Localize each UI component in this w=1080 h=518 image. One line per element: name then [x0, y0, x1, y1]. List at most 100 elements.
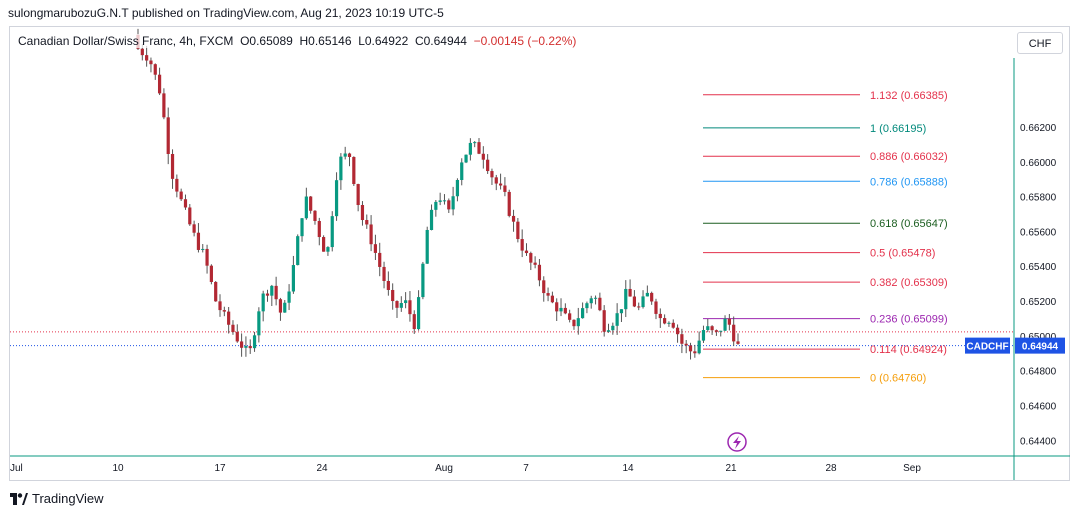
candle-body [322, 237, 326, 252]
candle-body [399, 303, 403, 308]
price-tick-label: 0.66200 [1020, 123, 1057, 134]
candle-body [710, 326, 714, 331]
candle-body [347, 153, 352, 157]
candle-body [425, 229, 429, 264]
candle-body [395, 301, 399, 308]
candle-body [524, 250, 529, 254]
candle-body [589, 298, 593, 304]
candle-body [455, 179, 460, 197]
symbol-tag-label: CADCHF [966, 342, 1008, 353]
candle-body [736, 341, 740, 344]
candle-body [196, 232, 201, 250]
candle-body [153, 64, 157, 75]
time-tick-label: 17 [214, 463, 226, 474]
candle-body [637, 306, 641, 308]
time-tick-label: 10 [112, 463, 124, 474]
time-tick-label: 21 [725, 463, 737, 474]
candle-body [227, 311, 231, 325]
candle-body [473, 142, 477, 144]
candle-body [688, 345, 693, 352]
price-tick-label: 0.64600 [1020, 402, 1057, 413]
candle-body [723, 318, 727, 331]
candle-body [166, 117, 170, 154]
candle-body [326, 247, 330, 252]
candle-body [222, 310, 226, 312]
candle-body [494, 177, 498, 184]
currency-button[interactable]: CHF [1017, 32, 1063, 54]
candle-body [628, 288, 632, 297]
candle-body [343, 153, 347, 157]
time-tick-label: Sep [903, 463, 921, 474]
candle-body [218, 301, 222, 311]
candle-body [283, 302, 287, 313]
candle-body [714, 330, 719, 332]
candle-body [684, 343, 688, 346]
candle-body [490, 171, 494, 178]
time-tick-label: 7 [523, 463, 529, 474]
candle-body [270, 285, 274, 296]
price-tick-label: 0.65200 [1020, 297, 1057, 308]
candle-body [542, 280, 546, 294]
candle-body [391, 289, 395, 302]
candle-body [593, 297, 598, 299]
candle-body [334, 180, 339, 217]
candle-body [632, 296, 637, 307]
candle-body [201, 248, 205, 250]
lightning-bolt-icon [733, 436, 741, 449]
candle-body [533, 262, 537, 265]
candle-body [447, 200, 451, 210]
last-price-label: 0.64944 [1022, 342, 1059, 353]
fib-level-label: 0.886 (0.66032) [870, 151, 948, 163]
candle-body [663, 318, 667, 324]
candle-body [265, 293, 270, 296]
time-tick-label: 14 [622, 463, 634, 474]
candle-body [188, 207, 192, 225]
fib-level-label: 0.5 (0.65478) [870, 248, 935, 260]
candle-body [416, 297, 421, 330]
last-price-tag [1015, 337, 1065, 354]
candle-body [339, 156, 343, 181]
candle-body [516, 221, 520, 240]
candle-body [693, 351, 697, 354]
candle-body [179, 191, 183, 200]
fib-level-label: 0.382 (0.65309) [870, 277, 948, 289]
candle-body [373, 244, 378, 253]
price-tick-label: 0.66000 [1020, 158, 1057, 169]
price-tick-label: 0.65600 [1020, 227, 1057, 238]
high-value: H0.65146 [299, 34, 352, 48]
tradingview-brand[interactable]: TradingView [10, 491, 104, 506]
candle-body [140, 48, 144, 56]
candle-body [278, 299, 283, 313]
candle-body [434, 201, 438, 210]
candle-body [429, 209, 434, 230]
candle-body [183, 199, 188, 208]
publish-info: sulongmarubozuG.N.T published on Trading… [8, 6, 444, 20]
candle-body [162, 93, 166, 118]
candle-body [205, 248, 209, 266]
candle-body [581, 308, 585, 319]
price-tick-label: 0.64800 [1020, 367, 1057, 378]
fib-level-label: 0 (0.64760) [870, 373, 926, 385]
candle-body [170, 153, 175, 179]
candle-body [706, 326, 710, 331]
candle-body [498, 183, 503, 186]
symbol-name: Canadian Dollar/Swiss Franc, 4h, FXCM [18, 34, 234, 48]
candle-body [619, 309, 624, 314]
time-tick-label: 28 [825, 463, 837, 474]
candle-body [606, 330, 611, 332]
brand-label: TradingView [32, 491, 104, 506]
fib-level-label: 1.132 (0.66385) [870, 90, 948, 102]
candle-body [520, 239, 524, 251]
candle-body [252, 335, 257, 349]
candle-body [360, 205, 365, 221]
candle-body [550, 295, 554, 303]
candle-body [650, 292, 654, 302]
candle-body [291, 265, 295, 292]
fib-level-label: 0.786 (0.65888) [870, 176, 948, 188]
candle-body [697, 340, 701, 354]
candle-body [313, 210, 317, 221]
candle-body [503, 185, 507, 192]
candle-body [598, 297, 602, 311]
symbol-legend: Canadian Dollar/Swiss Franc, 4h, FXCM O0… [18, 34, 581, 48]
